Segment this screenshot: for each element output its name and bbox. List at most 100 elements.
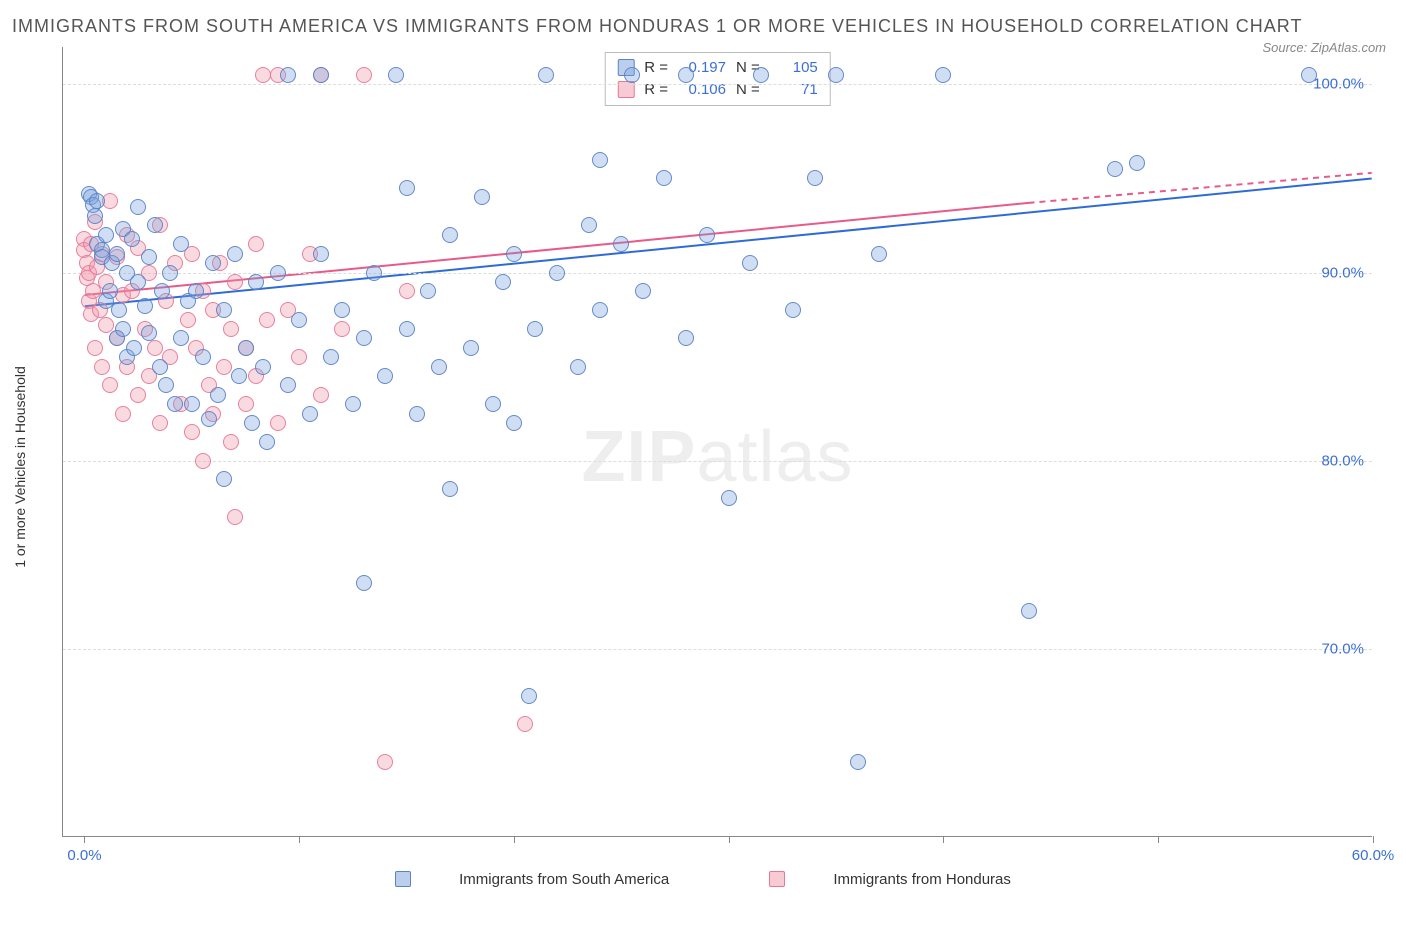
scatter-point [521,688,537,704]
scatter-point [147,217,163,233]
scatter-point [259,312,275,328]
scatter-point [313,246,329,262]
scatter-point [184,396,200,412]
scatter-point [356,67,372,83]
y-tick-label: 80.0% [1321,452,1364,469]
scatter-point [377,754,393,770]
series-b-swatch-icon [769,871,785,887]
scatter-point [137,298,153,314]
scatter-point [238,340,254,356]
scatter-point [87,208,103,224]
scatter-point [1107,161,1123,177]
scatter-point [549,265,565,281]
scatter-point [742,255,758,271]
scatter-point [420,283,436,299]
scatter-point [259,434,275,450]
scatter-point [102,283,118,299]
scatter-point [98,227,114,243]
stats-row-a: R = 0.197 N = 105 [617,57,818,79]
x-tick-mark [943,836,944,843]
scatter-point [506,246,522,262]
scatter-point [126,340,142,356]
scatter-point [592,302,608,318]
scatter-point [141,249,157,265]
scatter-point [141,325,157,341]
scatter-point [115,321,131,337]
scatter-point [201,411,217,427]
scatter-point [89,193,105,209]
scatter-point [527,321,543,337]
x-tick-mark [84,836,85,843]
scatter-point [270,265,286,281]
scatter-point [699,227,715,243]
scatter-point [785,302,801,318]
scatter-point [850,754,866,770]
stats-row-b: R = 0.106 N = 71 [617,79,818,101]
x-tick-mark [729,836,730,843]
scatter-point [115,406,131,422]
scatter-point [635,283,651,299]
scatter-point [935,67,951,83]
scatter-point [147,340,163,356]
scatter-point [227,509,243,525]
scatter-point [227,274,243,290]
scatter-point [442,481,458,497]
scatter-point [313,67,329,83]
scatter-point [94,359,110,375]
scatter-point [485,396,501,412]
scatter-point [210,387,226,403]
gridline-h [63,649,1372,650]
scatter-point [495,274,511,290]
scatter-point [871,246,887,262]
scatter-point [828,67,844,83]
y-tick-label: 70.0% [1321,640,1364,657]
scatter-point [195,349,211,365]
scatter-point [356,575,372,591]
series-a-name: Immigrants from South America [459,871,669,888]
x-tick-mark [514,836,515,843]
plot-area: ZIPatlas R = 0.197 N = 105 R = 0.106 N =… [62,47,1372,837]
scatter-point [244,415,260,431]
scatter-point [399,180,415,196]
scatter-point [231,368,247,384]
scatter-point [345,396,361,412]
scatter-point [130,199,146,215]
scatter-point [255,359,271,375]
scatter-point [1301,67,1317,83]
series-a-n-value: 105 [770,59,818,76]
series-a-swatch-icon [395,871,411,887]
scatter-point [162,265,178,281]
scatter-point [216,302,232,318]
r-label: R = [644,59,668,76]
scatter-point [180,312,196,328]
scatter-point [538,67,554,83]
scatter-point [753,67,769,83]
scatter-point [152,415,168,431]
scatter-point [238,396,254,412]
watermark-rest: atlas [696,417,853,497]
scatter-point [216,359,232,375]
scatter-point [195,453,211,469]
bottom-legend: Immigrants from South America Immigrants… [12,871,1394,888]
scatter-point [366,265,382,281]
scatter-point [592,152,608,168]
scatter-point [248,274,264,290]
scatter-point [184,424,200,440]
scatter-point [399,283,415,299]
scatter-point [130,274,146,290]
scatter-point [223,434,239,450]
scatter-point [158,377,174,393]
scatter-point [356,330,372,346]
scatter-point [227,246,243,262]
scatter-point [613,236,629,252]
x-tick-label: 60.0% [1352,847,1395,864]
gridline-h [63,273,1372,274]
scatter-point [581,217,597,233]
scatter-point [87,340,103,356]
scatter-point [154,283,170,299]
scatter-point [334,302,350,318]
scatter-point [570,359,586,375]
scatter-point [109,246,125,262]
scatter-point [255,67,271,83]
scatter-point [248,236,264,252]
